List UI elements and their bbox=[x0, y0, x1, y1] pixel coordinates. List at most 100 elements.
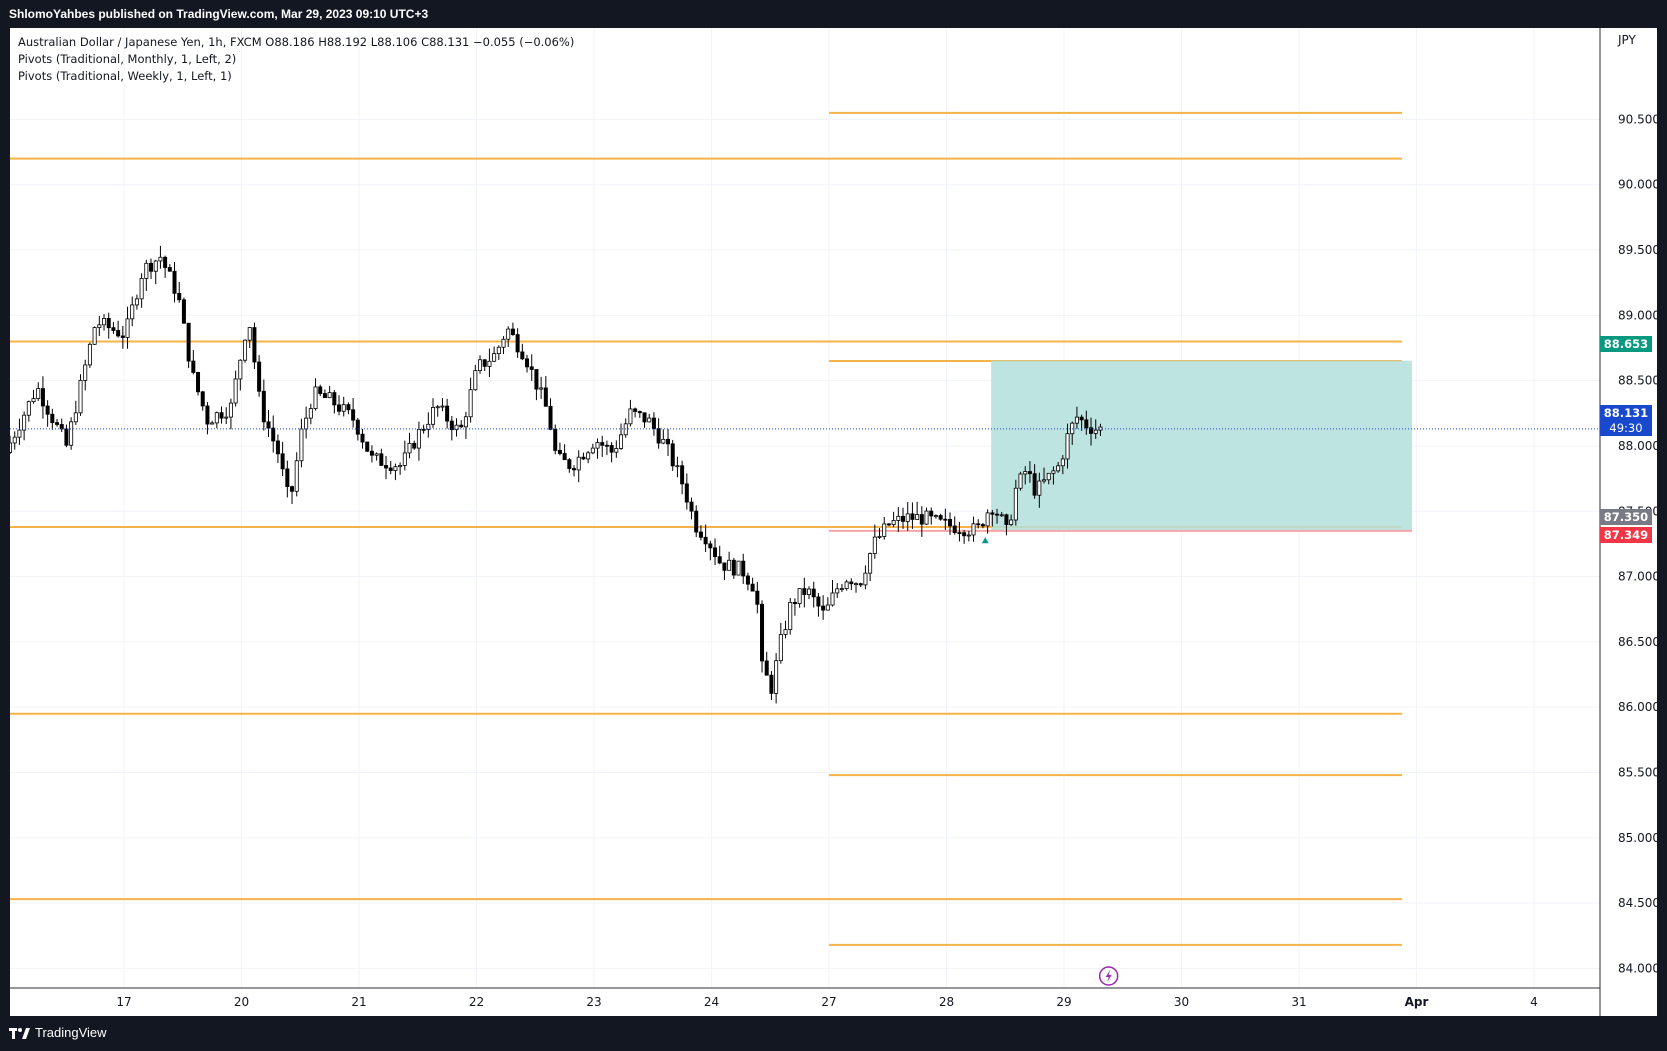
candle-body bbox=[722, 562, 727, 571]
chart-panel[interactable]: 84.000 84.500 85.000 85.500 86.000 86.500 87.0… bbox=[10, 28, 1657, 1016]
candle-body bbox=[130, 304, 135, 320]
candle-body bbox=[55, 422, 60, 425]
candle-body bbox=[656, 428, 661, 444]
countdown-tag: 49:30 bbox=[1600, 420, 1652, 436]
candle-body bbox=[332, 392, 337, 406]
y-tick-label: 88.500 bbox=[1618, 374, 1657, 388]
candle-body bbox=[355, 419, 360, 435]
candle-body bbox=[595, 442, 600, 449]
candle-body bbox=[1013, 487, 1018, 521]
candle-body bbox=[637, 411, 642, 414]
candle-body bbox=[1056, 465, 1061, 472]
candle-body bbox=[919, 514, 924, 525]
candle-body bbox=[943, 518, 948, 521]
candle-body bbox=[388, 467, 393, 471]
candle-body bbox=[825, 604, 830, 611]
candle-body bbox=[600, 442, 605, 446]
candle-body bbox=[228, 402, 233, 418]
candle-body bbox=[670, 443, 675, 467]
candle-body bbox=[351, 409, 356, 421]
symbol-legend[interactable]: Australian Dollar / Japanese Yen, 1h, FX… bbox=[18, 35, 575, 49]
candle-body bbox=[26, 401, 31, 416]
candle-body bbox=[835, 588, 840, 594]
candle-body bbox=[191, 360, 196, 373]
candle-body bbox=[69, 421, 74, 446]
currency-label: JPY bbox=[1617, 33, 1637, 47]
candle-body bbox=[1037, 480, 1042, 496]
candle-body bbox=[731, 559, 736, 576]
candle-body bbox=[976, 523, 981, 526]
candle-body bbox=[750, 583, 755, 592]
candle-body bbox=[398, 465, 403, 468]
candle-body bbox=[675, 465, 680, 468]
candle-body bbox=[421, 428, 426, 431]
x-tick-label: 21 bbox=[351, 995, 366, 1009]
candle-body bbox=[22, 414, 27, 431]
candle-body bbox=[651, 417, 656, 429]
y-tick-label: 88.000 bbox=[1618, 439, 1657, 453]
candle-body bbox=[971, 523, 976, 536]
candle-body bbox=[872, 536, 877, 554]
candle-body bbox=[628, 408, 633, 425]
candle-body bbox=[1089, 427, 1094, 434]
candle-body bbox=[745, 575, 750, 585]
candle-body bbox=[454, 424, 459, 431]
chart-legend: Australian Dollar / Japanese Yen, 1h, FX… bbox=[18, 34, 574, 85]
candle-body bbox=[882, 523, 887, 537]
candle-body bbox=[431, 407, 436, 425]
candle-body bbox=[10, 442, 13, 453]
y-tick-label: 84.000 bbox=[1618, 961, 1657, 975]
x-tick-label: 27 bbox=[821, 995, 836, 1009]
candle-body bbox=[492, 353, 497, 362]
candle-body bbox=[402, 452, 407, 466]
candle-body bbox=[642, 412, 647, 423]
candle-body bbox=[694, 510, 699, 533]
candle-body bbox=[844, 581, 849, 590]
y-tick-label: 85.000 bbox=[1618, 831, 1657, 845]
candle-body bbox=[619, 434, 624, 449]
candle-body bbox=[393, 466, 398, 471]
candle-body bbox=[905, 513, 910, 522]
candle-body bbox=[703, 536, 708, 545]
tradingview-icon bbox=[9, 1027, 30, 1039]
candle-body bbox=[50, 413, 55, 424]
candle-body bbox=[501, 338, 506, 348]
candle-body bbox=[957, 532, 962, 534]
publisher-text: ShlomoYahbes published on TradingView.co… bbox=[9, 7, 429, 21]
candle-body bbox=[717, 556, 722, 564]
candle-body bbox=[1009, 519, 1014, 525]
tradingview-brand: TradingView bbox=[35, 1025, 107, 1040]
candle-body bbox=[854, 583, 859, 586]
candle-body bbox=[327, 392, 332, 399]
x-tick-label: Apr bbox=[1405, 995, 1429, 1009]
candle-body bbox=[449, 420, 454, 431]
candle-body bbox=[252, 327, 257, 363]
candle-body bbox=[106, 318, 111, 329]
y-tick-label: 90.500 bbox=[1618, 112, 1657, 126]
candle-body bbox=[459, 424, 464, 428]
candle-body bbox=[774, 660, 779, 694]
candle-body bbox=[999, 514, 1004, 517]
monthly-pivots-legend[interactable]: Pivots (Traditional, Monthly, 1, Left, 2… bbox=[18, 52, 237, 66]
price-chart[interactable]: 84.000 84.500 85.000 85.500 86.000 86.500 87.0… bbox=[10, 28, 1657, 1016]
candle-body bbox=[1079, 416, 1084, 421]
weekly-pivots-legend[interactable]: Pivots (Traditional, Weekly, 1, Left, 1) bbox=[18, 69, 232, 83]
candle-body bbox=[727, 559, 732, 571]
candle-body bbox=[275, 440, 280, 455]
candle-body bbox=[562, 453, 567, 461]
candle-body bbox=[543, 387, 548, 407]
candle-body bbox=[45, 405, 50, 415]
candle-body bbox=[102, 318, 107, 326]
tradingview-logo[interactable]: TradingView bbox=[9, 1025, 107, 1040]
candle-body bbox=[708, 543, 713, 549]
candle-body bbox=[896, 515, 901, 521]
candle-body bbox=[929, 510, 934, 517]
candle-body bbox=[78, 379, 83, 414]
candle-body bbox=[1018, 473, 1023, 489]
candle-body bbox=[788, 601, 793, 630]
candle-body bbox=[219, 412, 224, 419]
candle-body bbox=[139, 278, 144, 300]
candle-body bbox=[468, 389, 473, 418]
candle-body bbox=[17, 429, 22, 438]
candle-body bbox=[1074, 416, 1079, 424]
